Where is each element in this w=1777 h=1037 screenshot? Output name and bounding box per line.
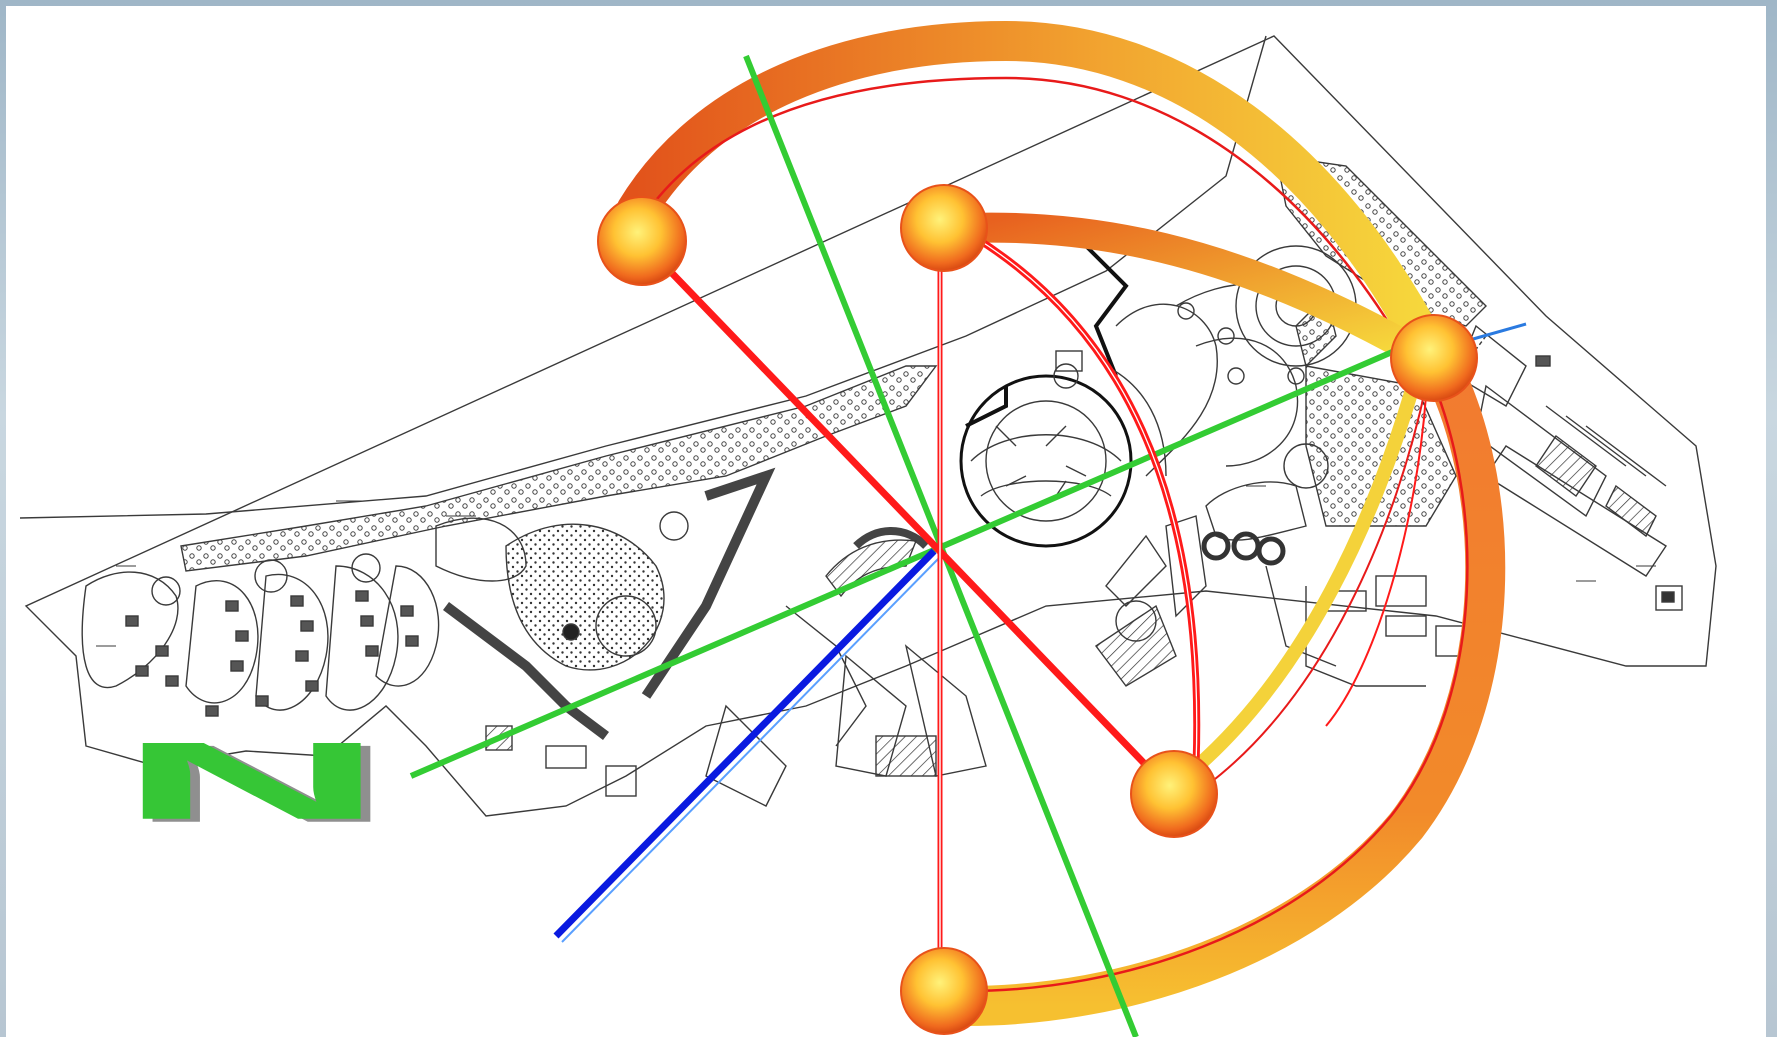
site-plan-diagram xyxy=(19,20,1717,1037)
orb-node-icon[interactable] xyxy=(900,184,988,272)
green-axis-ene xyxy=(409,343,1408,779)
blue-axis xyxy=(553,548,937,939)
inner-top-arc xyxy=(951,212,1421,361)
outer-top-arc xyxy=(616,20,1446,366)
north-arrow-icon: N xyxy=(118,719,386,843)
nodes xyxy=(597,184,1478,1035)
red-axis-nw xyxy=(638,238,1169,789)
orb-node-icon[interactable] xyxy=(900,947,988,1035)
site-plan-canvas: N xyxy=(6,6,1766,1037)
outer-right-arc xyxy=(946,336,1506,1026)
orb-node-icon[interactable] xyxy=(597,196,687,286)
axis-lines xyxy=(409,54,1527,1037)
orb-node-icon[interactable] xyxy=(1390,314,1478,402)
central-buildings xyxy=(435,467,987,807)
villa-cluster xyxy=(81,553,440,717)
red-axis-curve xyxy=(974,235,1201,767)
inner-right-arc xyxy=(1179,369,1423,783)
orb-node-icon[interactable] xyxy=(1130,750,1218,838)
orbit-arcs xyxy=(616,20,1506,1026)
